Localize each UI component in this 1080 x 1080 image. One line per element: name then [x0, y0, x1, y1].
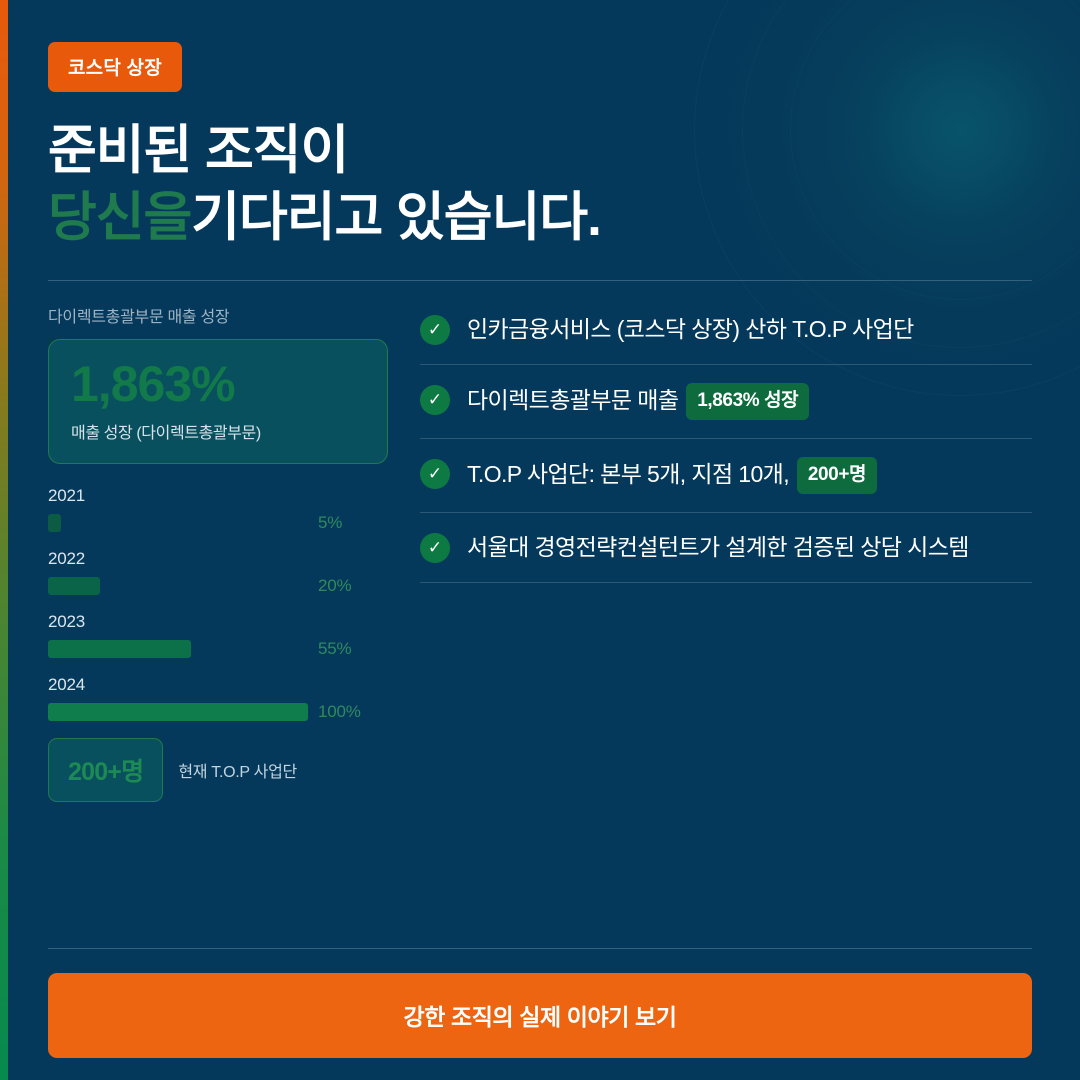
list-item: ✓ T.O.P 사업단: 본부 5개, 지점 10개, 200+명 [420, 439, 1032, 513]
kpi-card: 1,863% 매출 성장 (다이렉트총괄부문) [48, 338, 388, 464]
bar-value-label: 100% [318, 701, 361, 721]
cta-button[interactable]: 강한 조직의 실제 이야기 보기 [48, 973, 1032, 1058]
bar-line: 5% [48, 513, 420, 533]
highlight-chip: 200+명 [796, 456, 878, 494]
bar-row: 2021 5% [48, 486, 420, 533]
check-icon: ✓ [420, 532, 450, 563]
list-item-label: 인카금융서비스 (코스닥 상장) 산하 T.O.P 사업단 [467, 315, 914, 342]
bar-track [48, 702, 308, 721]
check-icon: ✓ [420, 314, 450, 345]
list-item-label: T.O.P 사업단: 본부 5개, 지점 10개, 200+명 [467, 456, 879, 494]
divider-bottom [48, 948, 1032, 949]
bar-year-label: 2022 [48, 548, 86, 568]
bar-fill [48, 702, 308, 721]
bar-value-label: 20% [318, 575, 352, 595]
highlight-chip: 1,863% 성장 [686, 383, 810, 420]
page-title: 준비된 조직이 당신을기다리고 있습니다. [48, 118, 1032, 252]
body-grid: 다이렉트총괄부문 매출 성장 1,863% 매출 성장 (다이렉트총괄부문) 2… [48, 303, 1032, 802]
bar-fill [48, 576, 100, 595]
headline-line-2: 기다리고 있습니다. [191, 187, 602, 247]
bar-track [48, 576, 308, 595]
list-item-label: 다이렉트총괄부문 매출 1,863% 성장 [467, 383, 811, 420]
poster-content: 코스닥 상장 준비된 조직이 당신을기다리고 있습니다. 다이렉트총괄부문 매출… [48, 0, 1032, 1080]
bar-row: 2024 100% [48, 675, 420, 722]
stats-column: 다이렉트총괄부문 매출 성장 1,863% 매출 성장 (다이렉트총괄부문) 2… [48, 303, 420, 802]
list-item: ✓ 다이렉트총괄부문 매출 1,863% 성장 [420, 365, 1032, 439]
growth-bar-chart: 2021 5% 2022 20% 2023 55% 2024 100% [48, 486, 420, 722]
bar-year-label: 2023 [48, 611, 86, 631]
check-icon: ✓ [420, 385, 450, 416]
check-icon: ✓ [420, 458, 450, 489]
list-item: ✓ 인카금융서비스 (코스닥 상장) 산하 T.O.P 사업단 [420, 303, 1032, 366]
footer: 강한 조직의 실제 이야기 보기 [48, 948, 1032, 1058]
bar-line: 20% [48, 576, 420, 596]
checklist: ✓ 인카금융서비스 (코스닥 상장) 산하 T.O.P 사업단 ✓ 다이렉트총괄부문 … [420, 303, 1032, 584]
bar-track [48, 639, 308, 658]
people-caption: 현재 T.O.P 사업단 [178, 763, 297, 781]
status-badge: 코스닥 상장 [48, 42, 182, 92]
list-item: ✓ 서울대 경영전략컨설턴트가 설계한 검증된 상담 시스템 [420, 513, 1032, 584]
divider-top [48, 279, 1032, 281]
bar-row: 2023 55% [48, 612, 420, 659]
headline-line-1: 준비된 조직이 [48, 121, 349, 180]
headline-accent: 당신을 [48, 187, 192, 247]
list-item-label: 서울대 경영전략컨설턴트가 설계한 검증된 상담 시스템 [467, 533, 969, 560]
bar-value-label: 5% [318, 512, 343, 532]
stats-caption: 다이렉트총괄부문 매출 성장 [48, 308, 230, 326]
people-count-pill: 200+명 [48, 737, 164, 802]
kpi-label: 매출 성장 (다이렉트총괄부문) [71, 424, 261, 442]
people-row: 200+명 현재 T.O.P 사업단 [48, 737, 420, 802]
bar-fill [48, 639, 191, 658]
left-accent-strip [0, 0, 8, 1080]
bar-row: 2022 20% [48, 549, 420, 596]
bar-line: 55% [48, 639, 420, 659]
bar-track [48, 513, 308, 532]
bar-fill [48, 513, 61, 532]
bar-year-label: 2024 [48, 674, 86, 694]
kpi-value: 1,863% [71, 355, 236, 412]
bar-year-label: 2021 [48, 485, 86, 505]
bar-line: 100% [48, 702, 420, 722]
bar-value-label: 55% [318, 638, 352, 658]
